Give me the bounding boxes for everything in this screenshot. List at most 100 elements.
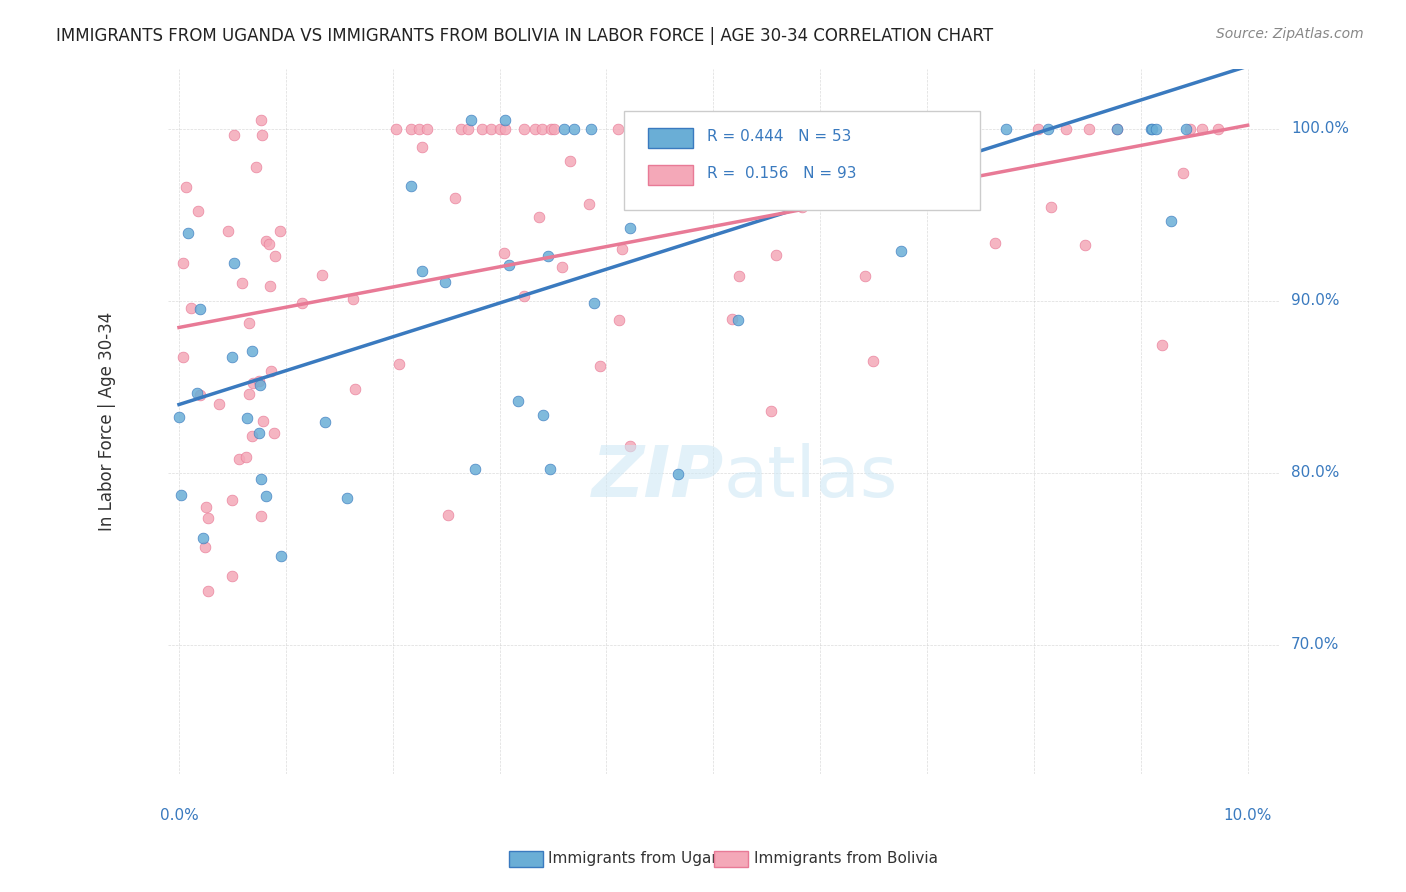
- Point: [471, 121, 494, 136]
- Point: [627, 121, 650, 136]
- Point: [443, 191, 465, 205]
- Point: [437, 508, 460, 522]
- Point: [553, 121, 575, 136]
- Text: Source: ZipAtlas.com: Source: ZipAtlas.com: [1216, 27, 1364, 41]
- Point: [537, 249, 560, 263]
- Point: [790, 121, 813, 136]
- Point: [494, 113, 516, 128]
- Point: [399, 178, 422, 193]
- Point: [191, 531, 214, 545]
- Point: [853, 268, 876, 283]
- Point: [252, 414, 274, 428]
- Point: [197, 511, 219, 525]
- Point: [415, 121, 437, 136]
- Point: [169, 410, 191, 425]
- Point: [513, 289, 536, 303]
- Point: [411, 264, 433, 278]
- Point: [589, 359, 612, 373]
- Point: [540, 121, 562, 136]
- Point: [1144, 121, 1167, 136]
- Text: Immigrants from Bolivia: Immigrants from Bolivia: [754, 852, 938, 866]
- Point: [489, 121, 512, 136]
- Text: 70.0%: 70.0%: [1291, 637, 1339, 652]
- Point: [727, 313, 749, 327]
- Point: [1206, 121, 1229, 136]
- Point: [240, 429, 263, 443]
- Point: [411, 140, 433, 154]
- Point: [336, 491, 359, 505]
- Point: [399, 121, 422, 136]
- Point: [543, 121, 565, 136]
- Point: [984, 235, 1007, 250]
- Text: IMMIGRANTS FROM UGANDA VS IMMIGRANTS FROM BOLIVIA IN LABOR FORCE | AGE 30-34 COR: IMMIGRANTS FROM UGANDA VS IMMIGRANTS FRO…: [56, 27, 994, 45]
- Point: [530, 121, 553, 136]
- Point: [250, 509, 273, 524]
- Point: [188, 387, 211, 401]
- Point: [558, 153, 581, 168]
- Point: [187, 203, 209, 218]
- Point: [1174, 121, 1197, 136]
- Point: [270, 549, 292, 564]
- Point: [314, 415, 336, 429]
- Point: [863, 121, 886, 136]
- Point: [240, 343, 263, 358]
- Point: [249, 377, 271, 392]
- Text: ZIP: ZIP: [592, 443, 724, 512]
- Point: [311, 268, 333, 282]
- Point: [177, 226, 200, 240]
- Point: [494, 246, 516, 260]
- Point: [494, 121, 516, 136]
- Point: [221, 493, 243, 508]
- Point: [551, 260, 574, 275]
- Point: [242, 376, 264, 391]
- Text: R = 0.444   N = 53: R = 0.444 N = 53: [707, 128, 852, 144]
- Point: [1171, 166, 1194, 180]
- Point: [845, 121, 868, 136]
- Point: [912, 121, 935, 136]
- Point: [583, 295, 606, 310]
- Point: [538, 462, 561, 476]
- Point: [1036, 121, 1059, 136]
- FancyBboxPatch shape: [624, 111, 980, 210]
- Point: [862, 354, 884, 368]
- Point: [1140, 121, 1163, 136]
- Text: Immigrants from Uganda: Immigrants from Uganda: [548, 852, 741, 866]
- Point: [790, 200, 813, 214]
- Point: [408, 121, 430, 136]
- Text: R =  0.156   N = 93: R = 0.156 N = 93: [707, 166, 856, 181]
- Point: [876, 121, 898, 136]
- Point: [886, 121, 908, 136]
- Point: [607, 313, 630, 327]
- Point: [666, 467, 689, 482]
- Point: [238, 387, 260, 401]
- Point: [250, 472, 273, 486]
- Point: [578, 197, 600, 211]
- Point: [1026, 121, 1049, 136]
- Point: [562, 121, 585, 136]
- Text: 90.0%: 90.0%: [1291, 293, 1340, 309]
- Point: [527, 211, 550, 225]
- Point: [513, 121, 536, 136]
- Point: [790, 153, 813, 168]
- Point: [172, 256, 194, 270]
- Point: [728, 268, 751, 283]
- Text: 0.0%: 0.0%: [160, 808, 198, 823]
- Point: [1105, 121, 1128, 136]
- Point: [269, 223, 291, 237]
- Point: [890, 244, 912, 258]
- Point: [481, 121, 503, 136]
- Point: [1140, 121, 1163, 136]
- Point: [385, 121, 408, 136]
- Point: [263, 426, 285, 441]
- Point: [193, 541, 215, 555]
- Point: [1054, 121, 1077, 136]
- Point: [763, 162, 786, 177]
- Point: [250, 128, 273, 143]
- Point: [174, 180, 197, 194]
- Point: [387, 357, 409, 371]
- Point: [188, 301, 211, 316]
- Point: [460, 113, 482, 128]
- Point: [457, 121, 479, 136]
- Point: [994, 121, 1017, 136]
- Point: [765, 248, 787, 262]
